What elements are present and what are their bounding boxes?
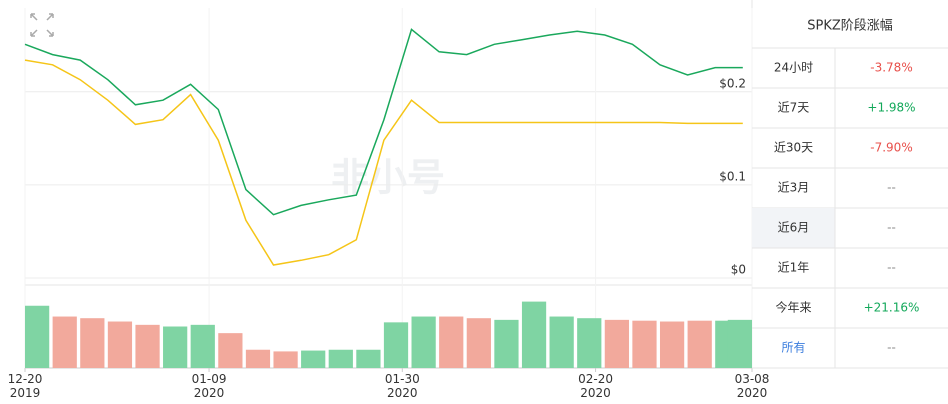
x-tick-label: 01-09 2020 [191,372,227,400]
volume-bar [727,319,752,368]
period-label: 今年来 [775,300,811,315]
period-label: 近3月 [778,181,810,195]
volume-bar [163,326,188,368]
volume-bar [604,319,629,368]
volume-bar [356,349,381,368]
row-highlight [752,208,835,248]
volume-bar [494,319,519,368]
volume-bar [411,316,436,368]
volume-bar [383,322,409,368]
volume-bar [190,324,215,368]
expand-icon[interactable] [30,13,54,37]
volume-bar [328,349,353,368]
y-tick-label: $0.2 [719,76,746,90]
volume-bar [301,350,326,368]
volume-bar [549,316,574,368]
y-tick-label: $0.1 [719,169,746,183]
volume-bar [135,324,160,368]
table-title: SPKZ阶段涨幅 [807,19,893,34]
change-value: +21.16% [864,301,920,315]
volume-bar [52,316,77,368]
period-label: 近6月 [778,221,810,235]
price-line [24,28,743,216]
change-value: +1.98% [867,101,915,115]
change-value: -- [887,181,896,195]
volume-bar [687,320,712,368]
x-tick-label: 01-30 2020 [384,372,420,400]
volume-bar [25,305,50,368]
volume-bar [521,301,547,368]
change-value: -- [887,221,896,235]
x-tick-label: 12-20 2019 [7,372,43,400]
volume-bar [466,318,491,368]
volume-bar [245,349,271,368]
volume-bar [273,351,298,368]
period-label: 近1年 [778,261,810,275]
period-label: 近30天 [774,141,813,155]
volume-bar [439,316,464,368]
change-value: -- [887,261,896,275]
watermark: 非小号 [331,156,445,200]
period-label: 近7天 [778,101,810,115]
change-value: -3.78% [870,61,912,75]
period-label: 24小时 [774,61,813,75]
x-tick-label: 02-20 2020 [578,372,613,400]
volume-bar [577,318,602,368]
period-label[interactable]: 所有 [781,341,805,355]
volume-bar [659,321,685,368]
volume-bar [218,333,243,368]
volume-bar [632,320,657,368]
price-line [24,59,743,266]
volume-bar [80,318,105,368]
volume-bar [107,321,133,368]
change-value: -- [887,341,896,355]
y-tick-label: $0 [731,263,746,277]
x-tick-label: 03-08 2020 [734,372,770,400]
change-value: -7.90% [870,141,912,155]
